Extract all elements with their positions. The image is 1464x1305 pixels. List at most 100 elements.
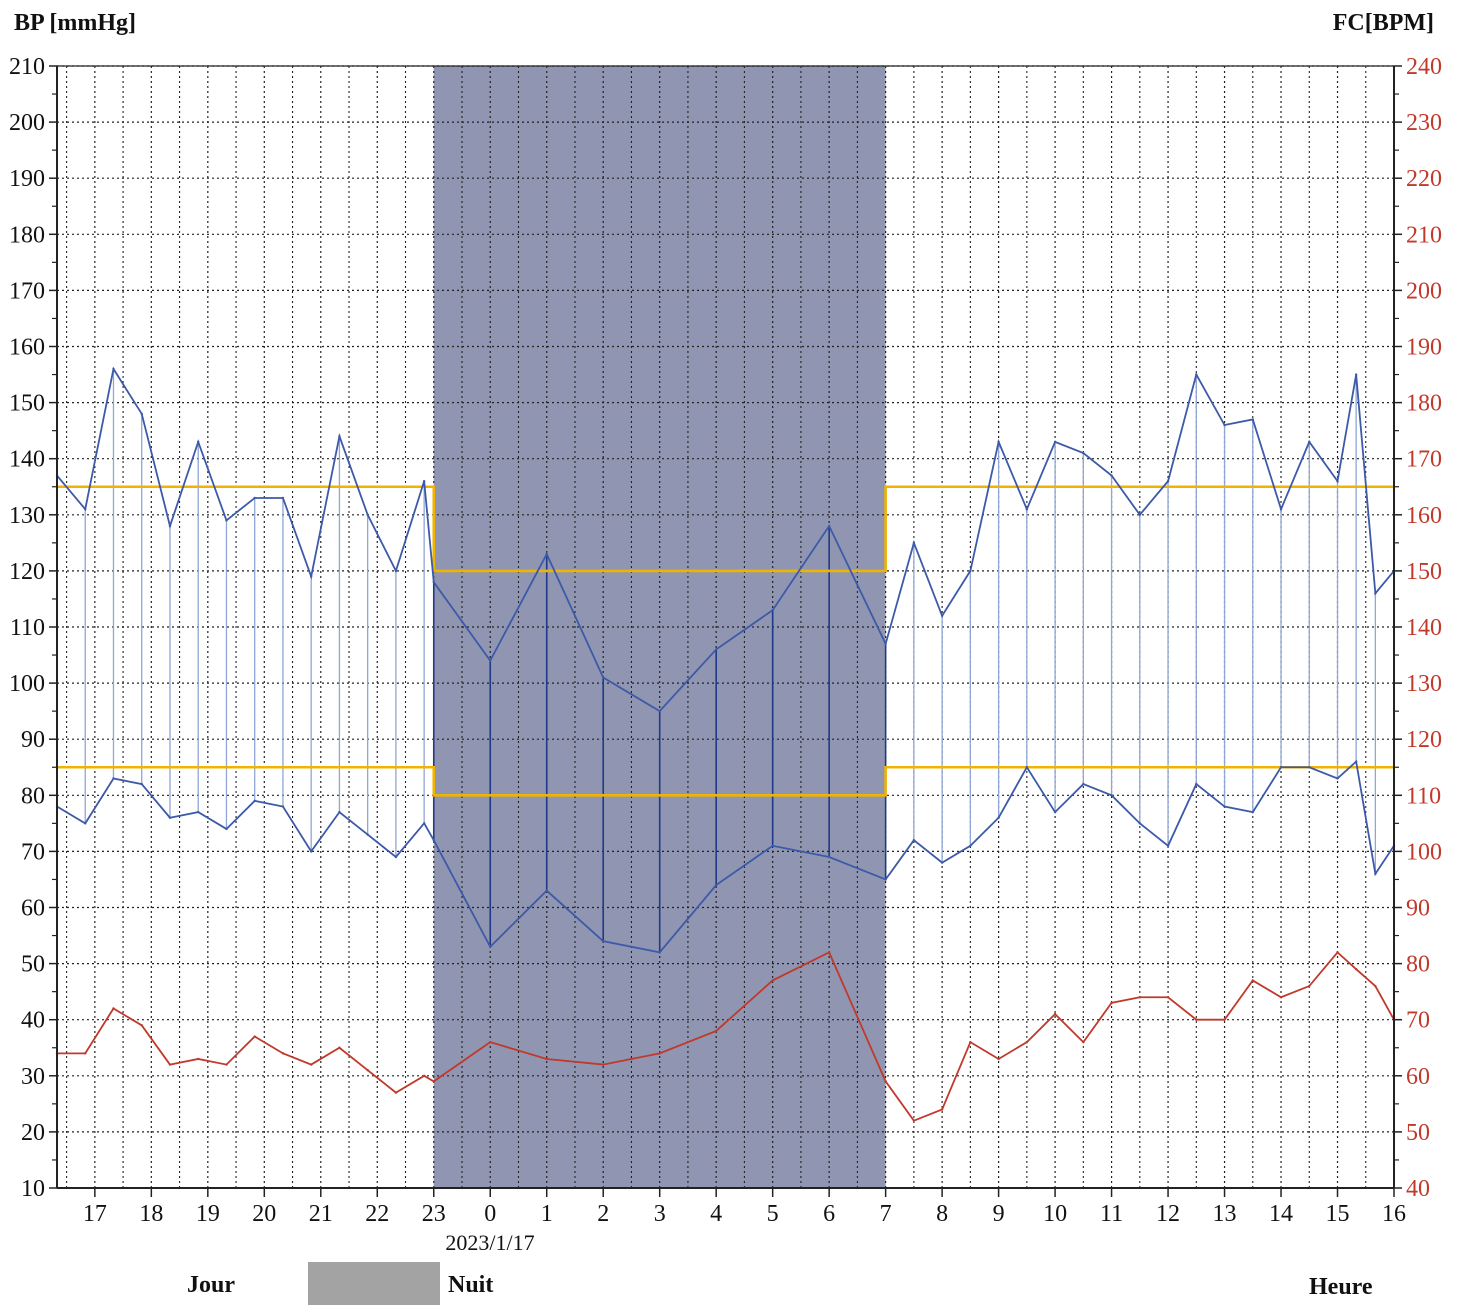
heart-rate-point — [422, 1074, 426, 1078]
diastolic-point — [140, 782, 143, 786]
systolic-point — [969, 569, 972, 573]
right-tick-label: 210 — [1406, 222, 1442, 248]
systolic-point — [884, 642, 887, 646]
left-tick-label: 130 — [9, 503, 45, 529]
diastolic-point — [1251, 810, 1254, 814]
systolic-point — [225, 519, 228, 522]
right-tick-label: 160 — [1406, 503, 1442, 529]
diastolic-point — [489, 945, 492, 948]
systolic-point — [658, 709, 661, 713]
x-tick-label: 10 — [1043, 1201, 1067, 1227]
systolic-point — [1166, 479, 1170, 483]
diastolic-point — [997, 816, 1000, 819]
heart-rate-point — [309, 1063, 313, 1066]
heart-rate-point — [940, 1108, 944, 1111]
heart-rate-point — [1025, 1040, 1029, 1044]
heart-rate-point — [366, 1068, 369, 1072]
heart-rate-point — [912, 1119, 916, 1122]
x-axis-title: Heure — [1309, 1274, 1373, 1300]
systolic-point — [997, 440, 1000, 444]
diastolic-point — [602, 939, 605, 943]
heart-rate-line — [57, 951, 1395, 1122]
x-tick-label: 17 — [83, 1201, 107, 1227]
diastolic-point — [197, 810, 200, 814]
right-tick-label: 110 — [1406, 783, 1441, 809]
systolic-threshold-line — [57, 485, 1394, 573]
right-tick-label: 200 — [1406, 278, 1442, 304]
systolic-point — [1223, 423, 1226, 427]
right-tick-label: 130 — [1406, 671, 1442, 697]
diastolic-point — [827, 855, 831, 859]
heart-rate-point — [225, 1063, 228, 1066]
heart-rate-point — [969, 1040, 972, 1044]
heart-rate-point — [489, 1040, 492, 1044]
systolic-point — [338, 435, 341, 438]
diastolic-point — [422, 822, 426, 825]
systolic-point — [489, 659, 492, 662]
left-tick-label: 210 — [9, 54, 45, 80]
diastolic-point — [1166, 844, 1170, 847]
diastolic-point — [394, 855, 398, 859]
right-tick-label: 90 — [1406, 896, 1430, 922]
heart-rate-point — [1354, 968, 1358, 971]
left-tick-label: 20 — [21, 1120, 45, 1146]
diastolic-point — [112, 777, 115, 780]
x-tick-label: 7 — [880, 1201, 892, 1227]
diastolic-point — [1138, 822, 1142, 825]
diastolic-point — [545, 889, 548, 892]
right-tick-label: 230 — [1406, 110, 1442, 136]
diastolic-point — [771, 844, 774, 847]
systolic-point — [432, 580, 435, 584]
systolic-point — [140, 412, 143, 416]
x-tick-label: 15 — [1326, 1201, 1350, 1227]
x-tick-label: 1 — [541, 1201, 553, 1227]
diastolic-point — [1195, 782, 1198, 786]
diastolic-point — [281, 805, 285, 808]
x-tick-label: 11 — [1100, 1201, 1123, 1227]
systolic-point — [940, 614, 944, 617]
right-tick-label: 150 — [1406, 559, 1442, 585]
diastolic-point — [1082, 782, 1085, 786]
left-tick-label: 160 — [9, 335, 45, 361]
diastolic-point — [225, 827, 228, 831]
heart-rate-point — [1374, 984, 1377, 988]
systolic-point — [309, 575, 313, 578]
heart-rate-point — [432, 1080, 435, 1083]
systolic-point — [1195, 373, 1198, 376]
systolic-line — [56, 366, 1395, 713]
heart-rate-point — [658, 1052, 661, 1055]
x-tick-label: 6 — [823, 1201, 835, 1227]
heart-rate-point — [771, 979, 774, 982]
heart-rate-point — [827, 951, 831, 954]
x-tick-label: 18 — [139, 1201, 163, 1227]
left-tick-label: 110 — [10, 615, 45, 641]
diastolic-point — [1223, 805, 1226, 808]
x-tick-label: 14 — [1269, 1201, 1293, 1227]
x-tick-label: 13 — [1213, 1201, 1237, 1227]
systolic-point — [112, 367, 115, 371]
x-tick-label: 22 — [365, 1201, 389, 1227]
left-tick-label: 80 — [21, 783, 45, 809]
right-tick-label: 100 — [1406, 839, 1442, 865]
heart-rate-point — [1308, 984, 1311, 988]
systolic-point — [1354, 373, 1358, 376]
diastolic-point — [714, 883, 718, 887]
heart-rate-point — [281, 1052, 285, 1055]
diastolic-point — [366, 833, 369, 836]
left-tick-label: 190 — [9, 166, 45, 192]
heart-rate-point — [1138, 996, 1142, 999]
left-tick-label: 30 — [21, 1064, 45, 1090]
heart-rate-point — [338, 1046, 341, 1049]
heart-rate-point — [1053, 1012, 1057, 1016]
heart-rate-point — [84, 1052, 87, 1055]
systolic-point — [253, 496, 256, 500]
heart-rate-point — [140, 1024, 143, 1027]
diastolic-point — [432, 838, 435, 842]
left-tick-label: 50 — [21, 952, 45, 978]
systolic-point — [912, 541, 916, 545]
x-tick-label: 0 — [484, 1201, 496, 1227]
systolic-point — [1025, 507, 1029, 511]
diastolic-point — [940, 861, 944, 864]
left-tick-label: 150 — [9, 391, 45, 417]
